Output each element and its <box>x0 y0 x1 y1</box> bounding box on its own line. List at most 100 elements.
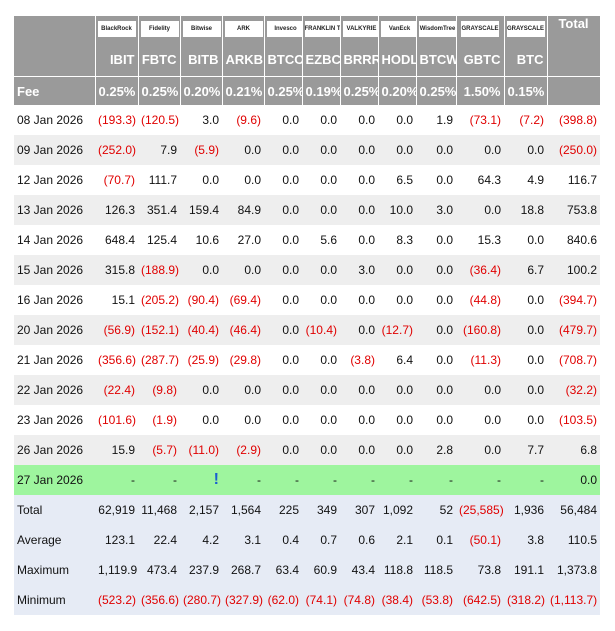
flow-value: (103.5) <box>558 413 597 427</box>
flow-value: 0.0 <box>396 413 413 427</box>
flow-value: 0.0 <box>282 173 299 187</box>
summary-label: Minimum <box>14 585 95 615</box>
summary-value: 11,468 <box>138 495 180 525</box>
table-body: BlackRock Fidelity Bitwise ARK Invesco FRANKL… <box>14 16 601 615</box>
ticker: BTC <box>504 42 548 77</box>
flow-value: 7.7 <box>504 435 547 465</box>
flow-value: (73.1) <box>469 113 501 127</box>
flow-value: (479.7) <box>547 315 600 345</box>
flow-value: (56.9) <box>95 315 138 345</box>
flow-value: 0.0 <box>504 375 547 405</box>
flow-value: 15.3 <box>477 233 501 247</box>
flow-value: 0.0 <box>264 375 302 405</box>
summary-value: (523.2) <box>95 585 138 615</box>
flow-value: (29.8) <box>229 353 261 367</box>
flow-value: (2.9) <box>222 435 264 465</box>
data-row: 13 Jan 2026 126.3 351.4 159.4 84.9 0.0 0.0 0.0 1… <box>14 195 600 225</box>
flow-value: (70.7) <box>103 173 135 187</box>
flow-value: (10.4) <box>302 315 340 345</box>
summary-value: 4.2 <box>180 525 222 555</box>
flow-value: - <box>264 465 302 495</box>
fee-label: Fee <box>14 76 96 105</box>
logo-cell: GRAYSCALE <box>456 16 505 42</box>
data-row: 09 Jan 2026 (252.0) 7.9 (5.9) 0.0 0.0 0.0 0.0 0.… <box>14 135 600 165</box>
flow-value: - <box>95 465 138 495</box>
flow-value: (11.3) <box>470 353 501 367</box>
flow-value: 5.6 <box>320 233 337 247</box>
flow-value: 753.8 <box>547 195 600 225</box>
flow-value: 315.8 <box>95 255 138 285</box>
flow-value: 0.0 <box>378 135 416 165</box>
summary-value: 110.5 <box>547 525 600 555</box>
flow-value: 18.8 <box>504 195 547 225</box>
summary-value: 0.4 <box>264 525 302 555</box>
summary-value: 43.4 <box>340 555 378 585</box>
logo-cell: Fidelity <box>138 16 181 42</box>
summary-value: (50.1) <box>456 525 504 555</box>
flow-value: 0.0 <box>527 413 544 427</box>
flow-value: 0.0 <box>180 375 222 405</box>
flow-value: (46.4) <box>222 315 264 345</box>
flow-value: (32.2) <box>547 375 600 405</box>
flow-value: 0.0 <box>340 135 378 165</box>
flow-value: - <box>504 465 547 495</box>
flow-value: 0.0 <box>416 135 456 165</box>
data-row: 21 Jan 2026 (356.6) (287.7) (25.9) (29.8) 0.0… <box>14 345 600 375</box>
summary-value: (74.8) <box>340 585 378 615</box>
data-row: 27 Jan 2026- -! - - - - - - - -0.0 <box>14 465 600 495</box>
flow-value: 0.0 <box>222 255 264 285</box>
flow-value: 0.0 <box>202 173 219 187</box>
flow-value: 111.7 <box>148 173 177 187</box>
summary-label: Maximum <box>14 555 95 585</box>
logo-cell: BlackRock <box>95 16 139 42</box>
corner-cell <box>14 16 96 42</box>
fee-value: 0.20% <box>378 76 417 105</box>
flow-value: 0.0 <box>282 293 299 307</box>
flow-value: (394.7) <box>558 293 597 307</box>
fee-value: 0.25% <box>416 76 457 105</box>
summary-row: Total 62,919 11,468 2,157 1,564 225 349 307 1,09… <box>14 495 600 525</box>
flow-value: 0.0 <box>302 435 340 465</box>
summary-value: 1,936 <box>504 495 547 525</box>
flow-value: (193.3) <box>98 113 137 127</box>
flow-value: (36.4) <box>456 255 504 285</box>
summary-value: 0.7 <box>302 525 340 555</box>
ticker: GBTC <box>456 42 505 77</box>
flow-value: (69.4) <box>229 293 261 307</box>
summary-value: 1,119.9 <box>95 555 138 585</box>
flow-value: (40.4) <box>180 315 222 345</box>
summary-value: 268.7 <box>222 555 264 585</box>
summary-label: Total <box>14 495 95 525</box>
flow-value: 159.4 <box>180 195 222 225</box>
summary-value: (1,113.7) <box>547 585 600 615</box>
ticker: FBTC <box>138 42 181 77</box>
flow-value: 0.0 <box>456 375 504 405</box>
flow-value: 0.0 <box>264 315 302 345</box>
ticker: HODL <box>378 42 417 77</box>
summary-value: 349 <box>302 495 340 525</box>
flow-value: (11.0) <box>180 435 222 465</box>
flow-value: 0.0 <box>222 135 264 165</box>
flow-value: (3.8) <box>350 353 375 367</box>
fee-total-empty <box>547 76 601 105</box>
flow-value: 15.9 <box>95 435 138 465</box>
data-row: 15 Jan 2026 315.8 (188.9) 0.0 0.0 0.0 0.0 3.0 0.… <box>14 255 600 285</box>
flow-value: (188.9) <box>138 255 180 285</box>
date: 27 Jan 2026 <box>14 465 95 495</box>
logo: GRAYSCALE <box>506 21 545 37</box>
flow-value: 0.0 <box>264 255 302 285</box>
flow-value: (152.1) <box>138 315 180 345</box>
flow-value: (160.8) <box>456 315 504 345</box>
flow-value: 27.0 <box>237 233 261 247</box>
date: 09 Jan 2026 <box>14 135 95 165</box>
flow-value: 648.4 <box>104 233 135 247</box>
date: 20 Jan 2026 <box>14 315 95 345</box>
fee-value: 0.25% <box>95 76 139 105</box>
logo-cell: Bitwise <box>180 16 223 42</box>
corner-cell <box>14 42 96 77</box>
flow-value: 840.6 <box>566 233 597 247</box>
ticker: BRRR <box>340 42 379 77</box>
summary-value: 52 <box>416 495 456 525</box>
flow-value: 0.0 <box>320 113 337 127</box>
fee-value: 0.25% <box>340 76 379 105</box>
